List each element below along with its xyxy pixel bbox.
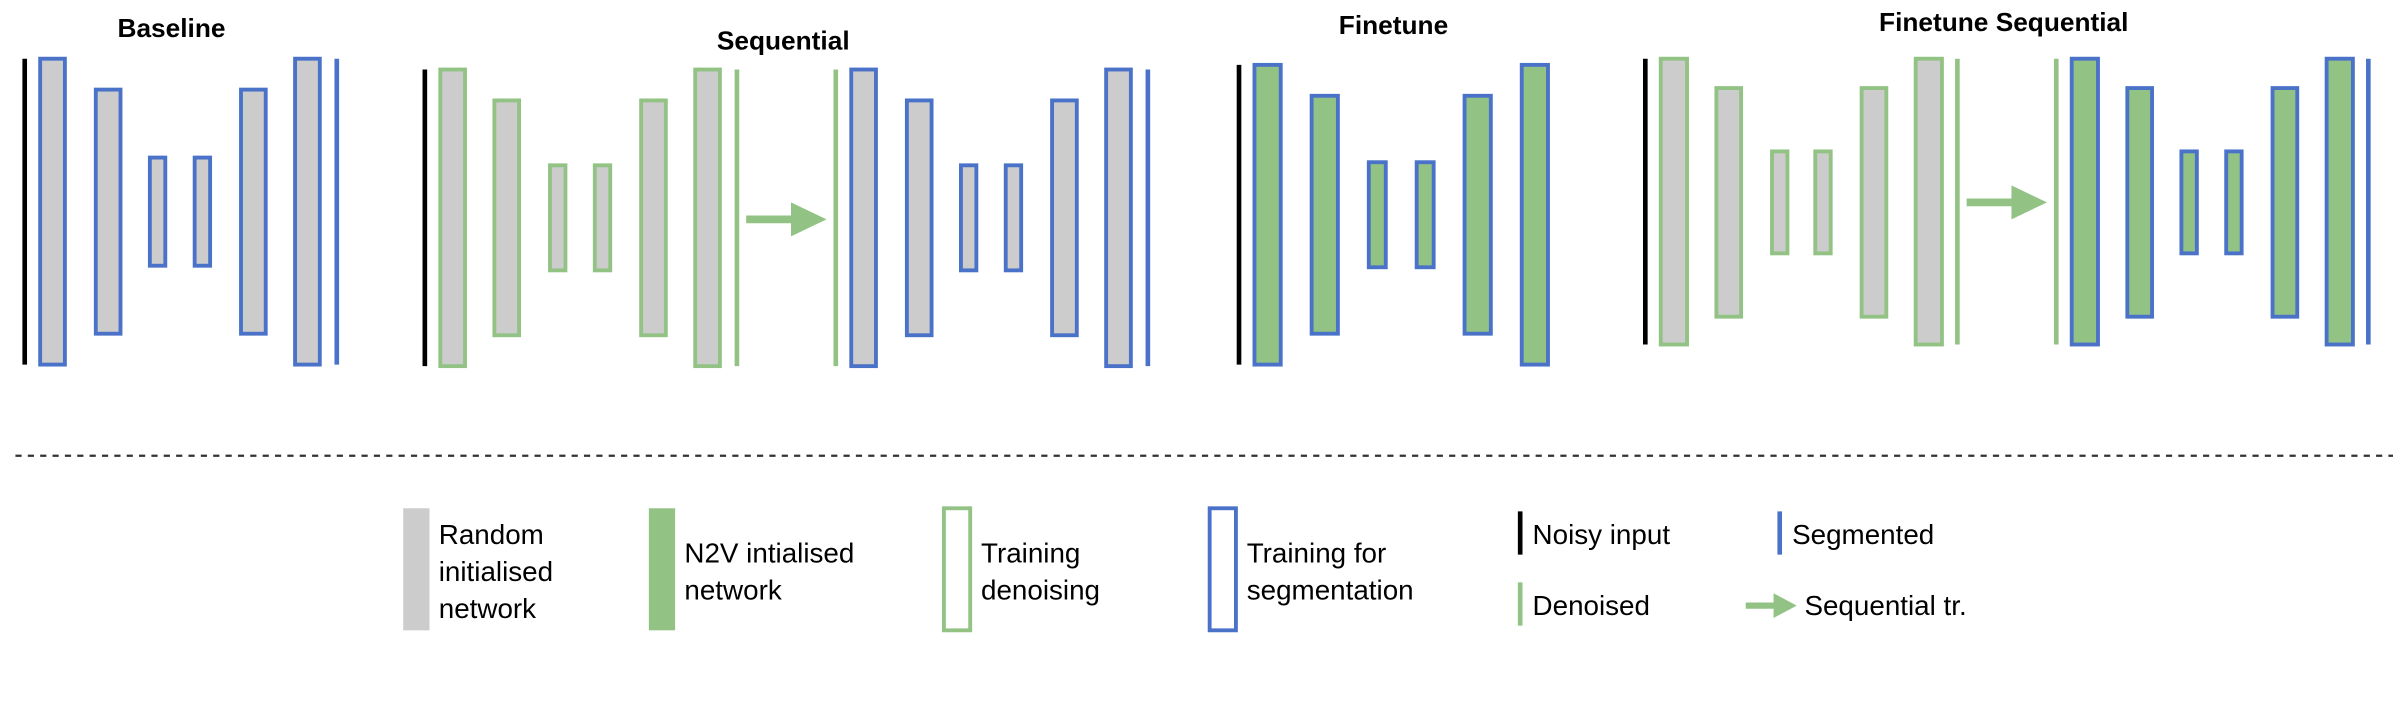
- legend-training-segmentation: Training for segmentation: [1207, 506, 1414, 633]
- panel-sequential: [422, 67, 1151, 369]
- bottleneck-layer: [2224, 149, 2244, 256]
- legend-noisy-input: Noisy input: [1517, 511, 1671, 555]
- bottleneck-layer: [1813, 149, 1833, 256]
- encoder-layer: [438, 67, 467, 369]
- legend-swatch-segmentation: [1207, 506, 1238, 633]
- decoder-layer: [1462, 93, 1493, 336]
- encoder-layer: [1309, 93, 1340, 336]
- decoder-layer: [1519, 62, 1550, 367]
- encoder-layer: [1714, 86, 1744, 319]
- legend-label-random-line1: Random: [439, 519, 544, 550]
- legend-label-n2v-line2: network: [684, 574, 781, 605]
- legend-n2v-initialised: N2V intialised network: [648, 508, 854, 631]
- encoder-layer: [1252, 62, 1283, 367]
- bottleneck-layer: [1003, 163, 1024, 273]
- arrow-icon: [1745, 593, 1797, 618]
- decoder-layer: [293, 56, 322, 367]
- unet-network-denoising: [438, 67, 722, 369]
- decoder-layer: [1913, 56, 1944, 347]
- panel-title-finetune-sequential: Finetune Sequential: [1879, 7, 2128, 37]
- legend-label-denoising-line1: Training: [981, 537, 1080, 568]
- legend-label-random-line2: initialised: [439, 556, 553, 587]
- legend-sequential-training: Sequential tr.: [1745, 590, 1967, 621]
- legend-swatch-random: [403, 508, 430, 631]
- legend-random-initialised: Random initialised network: [403, 508, 553, 631]
- legend-segmented: Segmented: [1777, 511, 1934, 555]
- bottleneck-layer: [958, 163, 979, 273]
- legend-label-segmentation-line1: Training for: [1247, 537, 1387, 568]
- panel-title-finetune: Finetune: [1339, 10, 1448, 40]
- unet-network: [38, 56, 322, 367]
- encoder-layer: [492, 98, 522, 338]
- unet-network-segmentation: [2069, 56, 2355, 347]
- sequential-arrow: [1966, 185, 2047, 220]
- decoder-layer: [239, 87, 268, 336]
- legend-label-segmented: Segmented: [1792, 519, 1934, 550]
- legend-label-random-line3: network: [439, 593, 536, 624]
- sequential-arrow: [746, 202, 827, 237]
- decoder-layer: [1104, 67, 1133, 369]
- bottleneck-layer: [1366, 160, 1388, 270]
- bottleneck-layer: [592, 163, 613, 273]
- encoder-layer: [2069, 56, 2100, 347]
- decoder-layer: [1050, 98, 1079, 338]
- unet-network-denoising: [1658, 56, 1944, 347]
- decoder-layer: [2324, 56, 2355, 347]
- bottleneck-layer: [1770, 149, 1790, 256]
- encoder-layer: [849, 67, 878, 369]
- legend-denoised: Denoised: [1517, 582, 1650, 626]
- legend-training-denoising: Training denoising: [942, 506, 1100, 633]
- bottleneck-layer: [147, 155, 168, 268]
- panel-finetune-sequential: [1643, 56, 2371, 347]
- legend-label-noisy-input: Noisy input: [1533, 519, 1671, 550]
- panel-title-baseline: Baseline: [117, 13, 225, 43]
- legend-swatch-n2v: [648, 508, 676, 631]
- decoder-layer: [1859, 86, 1889, 319]
- legend-label-segmentation-line2: segmentation: [1247, 574, 1414, 605]
- legend-label-sequential: Sequential tr.: [1804, 590, 1966, 621]
- encoder-layer: [1658, 56, 1689, 347]
- unet-network: [1252, 62, 1550, 367]
- panel-baseline: [22, 56, 340, 367]
- panel-title-sequential: Sequential: [717, 25, 850, 55]
- legend-swatch-denoising: [942, 506, 973, 633]
- bottleneck-layer: [2179, 149, 2199, 256]
- bottleneck-layer: [1414, 160, 1436, 270]
- decoder-layer: [2270, 86, 2300, 319]
- encoder-layer: [38, 56, 67, 367]
- panel-finetune: [1236, 62, 1550, 367]
- unet-network-segmentation: [849, 67, 1133, 369]
- legend-label-n2v-line1: N2V intialised: [684, 537, 854, 568]
- encoder-layer: [2125, 86, 2154, 319]
- decoder-layer: [639, 98, 668, 338]
- legend-label-denoising-line2: denoising: [981, 574, 1100, 605]
- bottleneck-layer: [548, 163, 568, 273]
- encoder-layer: [904, 98, 934, 338]
- legend: Random initialised network N2V intialise…: [403, 506, 1967, 633]
- decoder-layer: [693, 67, 722, 369]
- bottleneck-layer: [192, 155, 213, 268]
- legend-label-denoised: Denoised: [1533, 590, 1650, 621]
- encoder-layer: [93, 87, 123, 336]
